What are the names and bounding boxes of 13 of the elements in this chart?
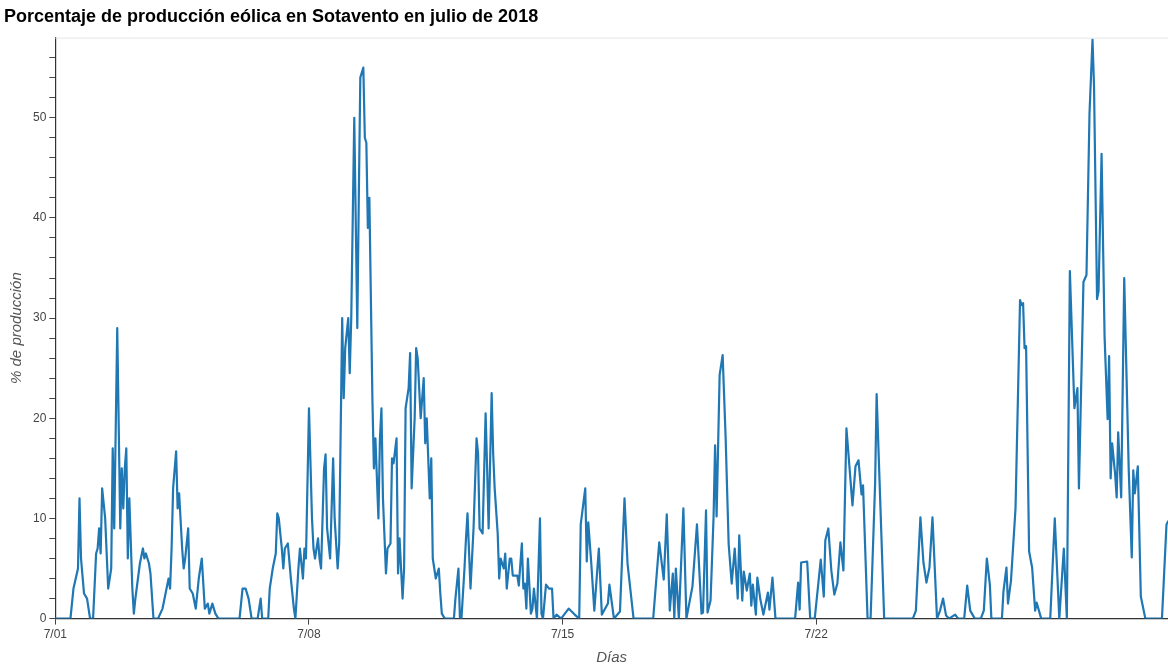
chart-title: Porcentaje de producción eólica en Sotavento en julio de 2018 bbox=[4, 5, 539, 26]
x-tick-label: 7/22 bbox=[804, 627, 829, 642]
x-axis-title: Días bbox=[596, 648, 628, 666]
x-tick-label: 7/08 bbox=[297, 627, 321, 642]
y-tick-label: 40 bbox=[32, 210, 47, 225]
y-tick-label: 50 bbox=[32, 110, 47, 125]
y-axis-title: % de producción bbox=[7, 272, 25, 384]
y-tick-label: 10 bbox=[32, 510, 47, 525]
y-tick-label: 30 bbox=[32, 310, 47, 325]
y-tick-label: 0 bbox=[39, 610, 47, 625]
x-tick-label: 7/15 bbox=[550, 627, 575, 642]
x-tick-label: 7/01 bbox=[43, 627, 68, 642]
y-tick-label: 20 bbox=[32, 410, 47, 425]
